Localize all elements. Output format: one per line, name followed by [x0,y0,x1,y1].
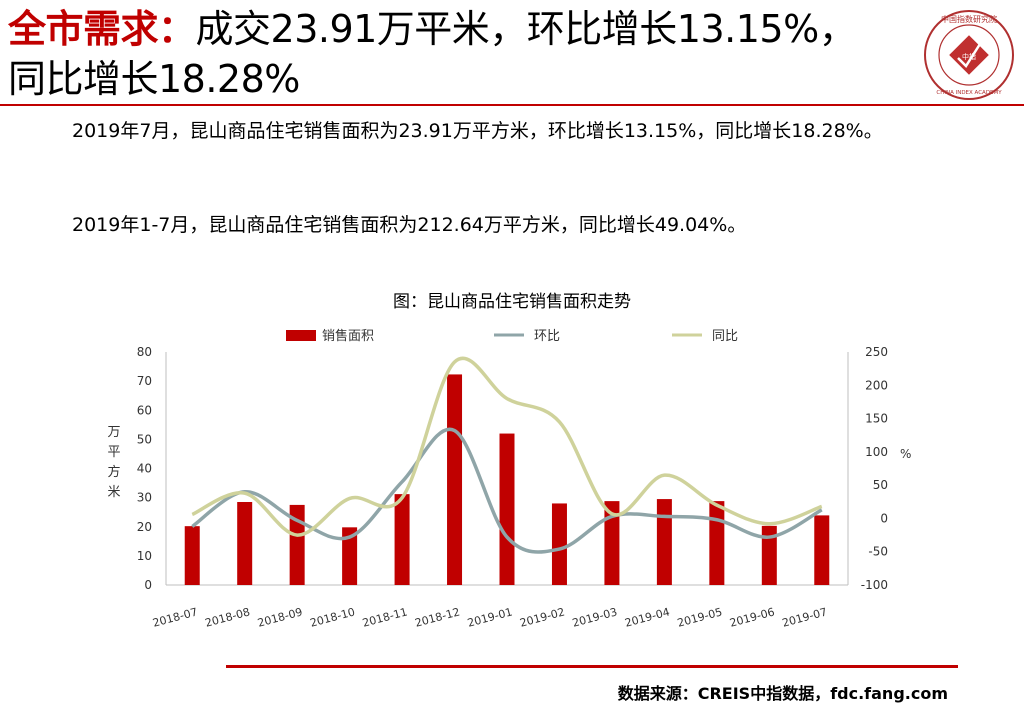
legend-swatch-bar [286,330,316,341]
paragraph-ytd: 2019年1-7月，昆山商品住宅销售面积为212.64万平方米，同比增长49.0… [72,214,747,236]
bar [184,526,200,585]
china-index-academy-logo: 中国指数研究院 中指 CHINA INDEX ACADEMY [924,10,1014,100]
source-divider [226,665,958,668]
paragraph-monthly: 2019年7月，昆山商品住宅销售面积为23.91万平方米，环比增长13.15%，… [38,116,988,146]
y2-tick-label: 50 [873,478,888,492]
x-tick-label: 2019-07 [781,605,829,629]
y2-tick-label: -50 [868,545,888,559]
y-axis-label-char: 米 [107,485,120,500]
x-tick-label: 2018-09 [256,605,304,629]
title-line2: 同比增长18.28% [8,57,300,101]
y2-tick-label: 250 [865,345,888,359]
y-tick-label: 60 [137,403,152,417]
x-tick-label: 2019-04 [623,605,671,629]
data-source: 数据来源：CREIS中指数据，fdc.fang.com [617,684,948,703]
bar [656,499,672,585]
logo-text-top: 中国指数研究院 [941,14,997,24]
chart-title: 图：昆山商品住宅销售面积走势 [393,292,631,312]
y-axis-label-char: 万 [107,425,120,440]
x-tick-label: 2018-08 [204,605,252,629]
page-title: 全市需求：成交23.91万平米，环比增长13.15%， 同比增长18.28% [8,4,908,104]
y-tick-label: 70 [137,374,152,388]
paragraph-monthly-text: 2019年7月，昆山商品住宅销售面积为23.91万平方米，环比增长13.15%，… [72,120,883,142]
bar [447,374,463,585]
y2-tick-label: 200 [865,378,888,392]
legend-label: 环比 [534,329,560,344]
bar [237,501,253,585]
y-axis-label-char: 方 [107,464,120,480]
x-tick-label: 2019-06 [728,605,776,629]
bar [342,527,358,585]
bar [604,501,620,585]
logo-text-bottom: CHINA INDEX ACADEMY [936,90,1002,96]
y2-axis-label: % [900,447,911,461]
bar [761,525,777,585]
y-tick-label: 50 [137,432,152,446]
logo-text-center: 中指 [962,52,976,61]
x-tick-label: 2019-03 [571,605,619,629]
x-tick-label: 2019-01 [466,605,514,629]
title-divider [0,104,1024,106]
title-line1: 成交23.91万平米，环比增长13.15%， [195,7,857,51]
y-axis-label-char: 平 [107,445,120,460]
y-tick-label: 30 [137,491,152,505]
title-highlight: 全市需求： [8,7,196,51]
y2-tick-label: -100 [861,578,888,592]
x-tick-label: 2018-11 [361,605,409,629]
bar [394,494,410,585]
y-tick-label: 0 [144,578,152,592]
x-tick-label: 2018-10 [309,605,357,629]
bar [551,503,567,585]
y2-tick-label: 0 [880,511,888,525]
legend-label: 销售面积 [322,328,374,344]
bar [814,515,830,585]
x-tick-label: 2019-02 [518,605,566,629]
x-tick-label: 2018-12 [414,605,462,629]
y-tick-label: 10 [137,549,152,563]
bar [709,501,725,585]
yoy-line [191,356,823,537]
y2-tick-label: 150 [865,412,888,426]
y-tick-label: 20 [137,520,152,534]
bar [499,433,515,585]
y-tick-label: 80 [137,345,152,359]
bar [289,504,305,585]
mom-line [191,427,823,554]
x-tick-label: 2019-05 [676,605,724,629]
y-tick-label: 40 [137,462,152,476]
legend-label: 同比 [712,329,738,344]
y2-tick-label: 100 [865,445,888,459]
x-tick-label: 2018-07 [151,605,199,629]
sales-area-chart: 0 10 20 30 40 50 60 70 80 -100 -50 0 50 100 150 200 250 万… [107,328,911,630]
